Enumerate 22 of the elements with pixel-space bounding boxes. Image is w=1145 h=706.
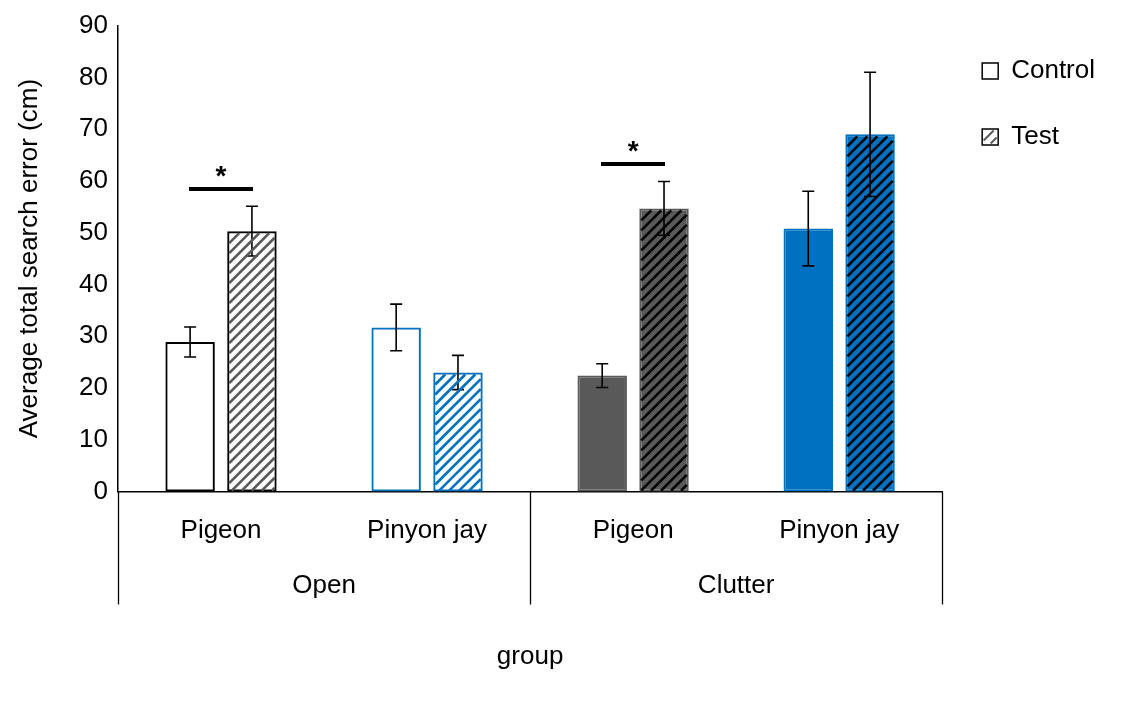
x-tick-label: Pinyon jay (367, 514, 488, 545)
y-axis-title: Average total search error (cm) (12, 78, 43, 439)
x-tick-label: Pinyon jay (779, 514, 900, 545)
y-tick-label: 10 (79, 422, 108, 453)
y-tick-label: 50 (79, 215, 108, 246)
annotation: * (627, 135, 639, 167)
annotation: * (215, 160, 227, 192)
text: Open (292, 568, 356, 599)
x-tick-label: Pigeon (592, 514, 674, 545)
y-tick-label: 20 (79, 371, 108, 402)
y-tick-label: 90 (79, 8, 108, 39)
y-tick-label: 0 (93, 474, 108, 505)
x-tick-label: Pigeon (180, 514, 262, 545)
text: Clutter (697, 568, 775, 599)
y-tick-label: 30 (79, 319, 108, 350)
y-tick-label: 60 (79, 164, 108, 195)
y-tick-label: 80 (79, 60, 108, 91)
x-axis-title: group (496, 639, 564, 670)
legend-label: Test (1011, 120, 1060, 151)
y-tick-label: 40 (79, 267, 108, 298)
y-tick-label: 70 (79, 112, 108, 143)
legend-label: Control (1011, 54, 1096, 85)
